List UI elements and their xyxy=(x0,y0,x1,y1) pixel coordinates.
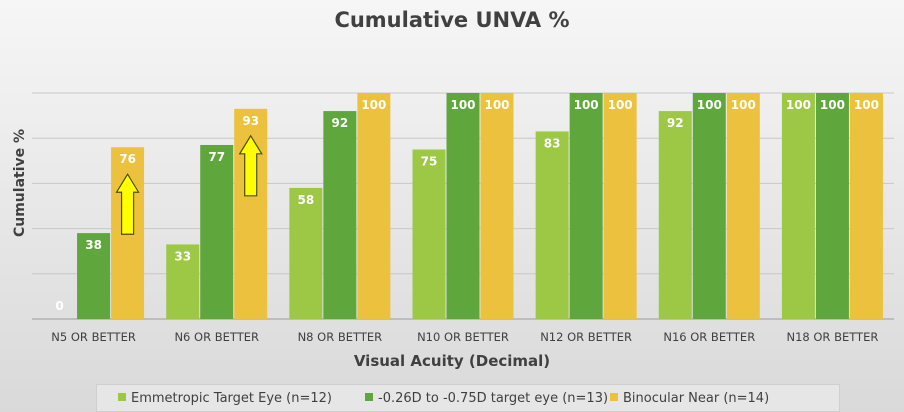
x-tick-label: N5 OR BETTER xyxy=(51,330,136,344)
chart-title: Cumulative UNVA % xyxy=(334,8,569,32)
data-label: 75 xyxy=(421,155,438,169)
bar xyxy=(289,187,323,319)
data-label: 77 xyxy=(208,150,225,164)
bar xyxy=(446,93,480,319)
bar xyxy=(781,93,815,319)
data-label: 100 xyxy=(574,98,599,112)
bar xyxy=(77,233,111,319)
legend-swatch xyxy=(118,393,126,401)
x-tick-label: N18 OR BETTER xyxy=(786,330,878,344)
up-arrow-annotation xyxy=(115,173,140,235)
data-label: 92 xyxy=(667,116,684,130)
data-label: 93 xyxy=(242,114,259,128)
data-label: 58 xyxy=(298,193,315,207)
legend-entry: Emmetropic Target Eye (n=12) xyxy=(131,391,332,406)
x-tick-label: N12 OR BETTER xyxy=(540,330,632,344)
data-label: 0 xyxy=(55,299,63,313)
data-label: 100 xyxy=(484,98,509,112)
bar xyxy=(357,93,391,319)
bar xyxy=(849,93,883,319)
legend-entry: -0.26D to -0.75D target eye (n=13) xyxy=(378,391,608,406)
legend-entry: Binocular Near (n=14) xyxy=(623,391,769,406)
bar xyxy=(200,144,234,319)
data-label: 100 xyxy=(786,98,811,112)
bar xyxy=(692,93,726,319)
bar xyxy=(815,93,849,319)
data-label: 100 xyxy=(854,98,879,112)
bar xyxy=(412,149,446,319)
data-label: 33 xyxy=(174,249,191,263)
data-label: 92 xyxy=(332,116,349,130)
up-arrow-annotation xyxy=(238,134,263,197)
bar xyxy=(323,111,357,319)
x-tick-label: N8 OR BETTER xyxy=(298,330,383,344)
data-label: 100 xyxy=(731,98,756,112)
bar xyxy=(569,93,603,319)
data-label: 100 xyxy=(697,98,722,112)
x-axis-label: Visual Acuity (Decimal) xyxy=(354,352,550,370)
data-label: 100 xyxy=(820,98,845,112)
data-label: 100 xyxy=(608,98,633,112)
bar xyxy=(726,93,760,319)
x-tick-label: N16 OR BETTER xyxy=(663,330,755,344)
data-label: 100 xyxy=(361,98,386,112)
bar xyxy=(535,131,569,319)
x-tick-label: N10 OR BETTER xyxy=(417,330,509,344)
x-tick-label: N6 OR BETTER xyxy=(174,330,259,344)
data-label: 100 xyxy=(450,98,475,112)
bar xyxy=(480,93,514,319)
legend-swatch xyxy=(365,393,373,401)
bar xyxy=(603,93,637,319)
y-axis-label: Cumulative % xyxy=(12,129,28,237)
bar xyxy=(166,244,200,319)
legend-swatch xyxy=(610,393,618,401)
data-label: 38 xyxy=(85,238,102,252)
data-label: 83 xyxy=(544,136,561,150)
bar xyxy=(658,111,692,319)
data-label: 76 xyxy=(119,152,136,166)
